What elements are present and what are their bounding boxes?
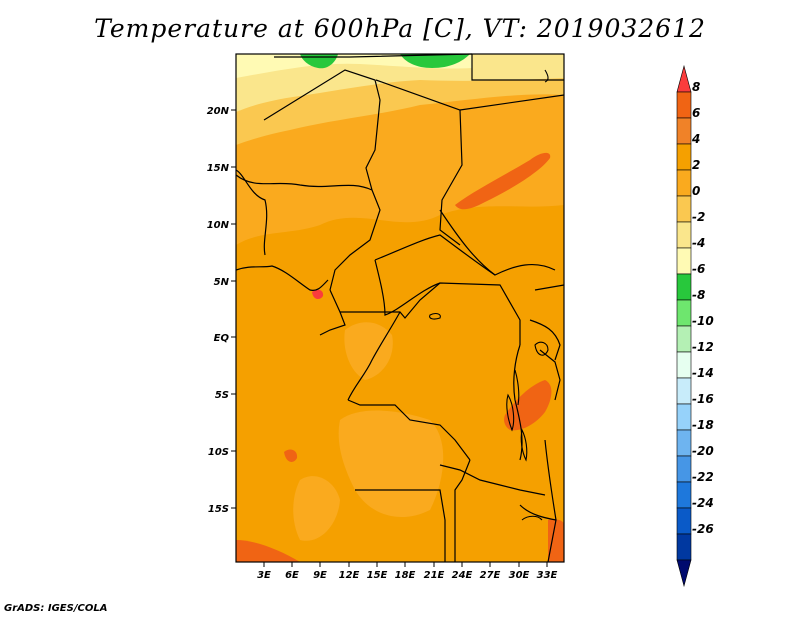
lon-label-12e: 12E bbox=[339, 570, 360, 581]
colorbar-label: -26 bbox=[692, 522, 714, 536]
lon-label-24e: 24E bbox=[452, 570, 473, 581]
field-warm-cameroon bbox=[312, 289, 324, 300]
lat-axis bbox=[231, 109, 236, 509]
lat-label-15s: 15S bbox=[208, 504, 229, 515]
field-warm-sudan bbox=[455, 152, 551, 210]
colorbar-label: 8 bbox=[692, 80, 700, 94]
lon-label-6e: 6E bbox=[285, 570, 299, 581]
colorbar-label: -6 bbox=[692, 262, 705, 276]
colorbar-segment bbox=[676, 403, 692, 431]
map-frame bbox=[235, 53, 565, 563]
colorbar-label: 6 bbox=[692, 106, 700, 120]
colorbar-segment bbox=[676, 481, 692, 509]
colorbar-segment bbox=[676, 143, 692, 171]
colorbar-segment bbox=[676, 299, 692, 327]
colorbar: 8 6 4 2 0 -2 -4 -6 -8 -10 -12 -14 -16 -1… bbox=[676, 64, 714, 588]
colorbar-label: -2 bbox=[692, 210, 705, 224]
colorbar-label: -16 bbox=[692, 392, 714, 406]
colorbar-label: -12 bbox=[692, 340, 714, 354]
colorbar-label: -22 bbox=[692, 470, 714, 484]
lat-label-20n: 20N bbox=[207, 106, 230, 117]
field-warm-atlantic bbox=[236, 540, 300, 562]
colorbar-label: -20 bbox=[692, 444, 714, 458]
colorbar-label: 2 bbox=[692, 158, 700, 172]
colorbar-segment bbox=[676, 221, 692, 249]
lat-label-eq: EQ bbox=[214, 333, 230, 344]
colorbar-segment bbox=[676, 117, 692, 145]
colorbar-segment bbox=[676, 377, 692, 405]
colorbar-segment bbox=[676, 325, 692, 353]
field-warm-atlantic-spot bbox=[284, 449, 298, 462]
field-patch-south-2 bbox=[293, 476, 340, 541]
colorbar-label: -4 bbox=[692, 236, 705, 250]
colorbar-label: -24 bbox=[692, 496, 714, 510]
lon-label-18e: 18E bbox=[395, 570, 416, 581]
grads-credit: GrADS: IGES/COLA bbox=[4, 603, 108, 614]
lon-label-27e: 27E bbox=[480, 570, 501, 581]
country-borders bbox=[235, 53, 565, 563]
colorbar-label: -10 bbox=[692, 314, 714, 328]
colorbar-segment bbox=[676, 91, 692, 119]
lon-label-21e: 21E bbox=[424, 570, 445, 581]
colorbar-segment bbox=[676, 533, 692, 561]
lakes bbox=[429, 69, 549, 521]
lon-label-33e: 33E bbox=[537, 570, 558, 581]
lat-label-10s: 10S bbox=[208, 447, 229, 458]
colorbar-label: -18 bbox=[692, 418, 714, 432]
field-warm-tanganyika bbox=[504, 380, 552, 431]
colorbar-label: 4 bbox=[691, 132, 700, 146]
colorbar-segment bbox=[676, 169, 692, 197]
lon-label-30e: 30E bbox=[509, 570, 530, 581]
lat-label-10n: 10N bbox=[207, 220, 230, 231]
colorbar-segment bbox=[676, 559, 692, 588]
map-panel bbox=[235, 53, 565, 563]
colorbar-label: 0 bbox=[692, 184, 700, 198]
colorbar-segment bbox=[676, 273, 692, 301]
colorbar-label: -14 bbox=[692, 366, 714, 380]
colorbar-segments bbox=[676, 64, 692, 588]
colorbar-segment bbox=[676, 455, 692, 483]
lon-labels: 3E 6E 9E 12E 15E 18E 21E 24E 27E 30E 33E bbox=[257, 570, 557, 581]
colorbar-segment bbox=[676, 64, 692, 93]
lat-labels: 20N 15N 10N 5N EQ 5S 10S 15S bbox=[207, 106, 230, 515]
lat-label-5s: 5S bbox=[215, 390, 229, 401]
field-band-minus4-minus2 bbox=[236, 54, 564, 112]
field-patch-central bbox=[344, 322, 393, 380]
lon-label-3e: 3E bbox=[257, 570, 271, 581]
lon-axis bbox=[263, 562, 548, 567]
colorbar-label: -8 bbox=[692, 288, 705, 302]
map-title: Temperature at 600hPa [C], VT: 201903261… bbox=[94, 14, 706, 43]
colorbar-labels: 8 6 4 2 0 -2 -4 -6 -8 -10 -12 -14 -16 -1… bbox=[691, 80, 714, 536]
field-warm-east-corner bbox=[548, 519, 564, 562]
colorbar-segment bbox=[676, 195, 692, 223]
colorbar-segment bbox=[676, 247, 692, 275]
colorbar-segment bbox=[676, 507, 692, 535]
lat-label-5n: 5N bbox=[214, 277, 230, 288]
field-patch-green-2 bbox=[400, 54, 470, 68]
lon-label-9e: 9E bbox=[313, 570, 327, 581]
lat-label-15n: 15N bbox=[207, 163, 230, 174]
lon-label-15e: 15E bbox=[367, 570, 388, 581]
colorbar-segment bbox=[676, 351, 692, 379]
colorbar-segment bbox=[676, 429, 692, 457]
